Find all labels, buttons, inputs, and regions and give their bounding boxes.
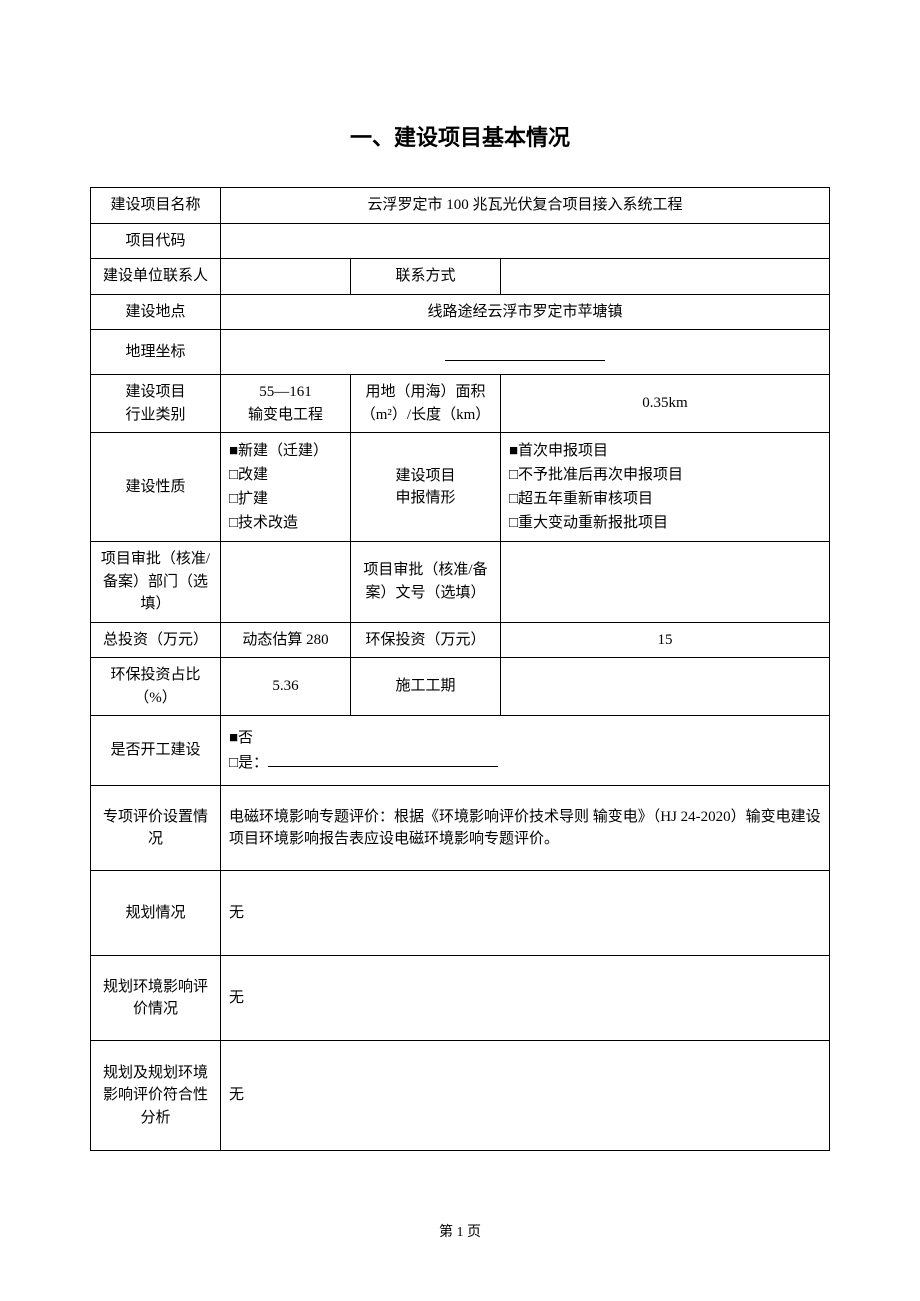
row-planning: 规划情况 无: [91, 871, 830, 956]
value-project-code: [221, 223, 830, 259]
label-construction-period: 施工工期: [351, 658, 501, 716]
declare-opt-over5: □超五年重新审核项目: [509, 487, 821, 511]
value-nature: ■新建（迁建） □改建 □扩建 □技术改造: [221, 433, 351, 542]
value-planning-compliance: 无: [221, 1041, 830, 1151]
nature-opt-tech: □技术改造: [229, 511, 342, 535]
row-project-code: 项目代码: [91, 223, 830, 259]
label-special-eval: 专项评价设置情况: [91, 786, 221, 871]
label-planning-compliance: 规划及规划环境影响评价符合性分析: [91, 1041, 221, 1151]
row-started: 是否开工建设 ■否 □是：: [91, 716, 830, 786]
value-industry: 55—161 输变电工程: [221, 375, 351, 433]
value-special-eval: 电磁环境影响专题评价：根据《环境影响评价技术导则 输变电》（HJ 24-2020…: [221, 786, 830, 871]
value-env-ratio: 5.36: [221, 658, 351, 716]
started-opt-no: ■否: [229, 727, 821, 750]
row-special-eval: 专项评价设置情况 电磁环境影响专题评价：根据《环境影响评价技术导则 输变电》（H…: [91, 786, 830, 871]
row-industry: 建设项目 行业类别 55—161 输变电工程 用地（用海）面积（m²）/长度（k…: [91, 375, 830, 433]
label-contact-person: 建设单位联系人: [91, 259, 221, 295]
declare-opt-major: □重大变动重新报批项目: [509, 511, 821, 535]
label-planning-env: 规划环境影响评价情况: [91, 956, 221, 1041]
value-planning: 无: [221, 871, 830, 956]
label-started: 是否开工建设: [91, 716, 221, 786]
value-project-name: 云浮罗定市 100 兆瓦光伏复合项目接入系统工程: [221, 188, 830, 224]
value-contact-person: [221, 259, 351, 295]
started-opt-yes: □是：: [229, 755, 268, 771]
declare-opt-rejected: □不予批准后再次申报项目: [509, 463, 821, 487]
value-started: ■否 □是：: [221, 716, 830, 786]
value-declare: ■首次申报项目 □不予批准后再次申报项目 □超五年重新审核项目 □重大变动重新报…: [501, 433, 830, 542]
value-land-area: 0.35km: [501, 375, 830, 433]
label-project-code: 项目代码: [91, 223, 221, 259]
label-approval-no: 项目审批（核准/备案）文号（选填）: [351, 542, 501, 623]
nature-opt-new: ■新建（迁建）: [229, 439, 342, 463]
value-total-invest: 动态估算 280: [221, 622, 351, 658]
value-env-invest: 15: [501, 622, 830, 658]
label-industry: 建设项目 行业类别: [91, 375, 221, 433]
value-planning-env: 无: [221, 956, 830, 1041]
row-env-ratio: 环保投资占比（%） 5.36 施工工期: [91, 658, 830, 716]
value-geo-coord: [221, 330, 830, 375]
row-planning-compliance: 规划及规划环境影响评价符合性分析 无: [91, 1041, 830, 1151]
row-contact: 建设单位联系人 联系方式: [91, 259, 830, 295]
label-planning: 规划情况: [91, 871, 221, 956]
row-planning-env: 规划环境影响评价情况 无: [91, 956, 830, 1041]
label-approval-dept: 项目审批（核准/备案）部门（选填）: [91, 542, 221, 623]
row-investment: 总投资（万元） 动态估算 280 环保投资（万元） 15: [91, 622, 830, 658]
value-construction-period: [501, 658, 830, 716]
project-info-table: 建设项目名称 云浮罗定市 100 兆瓦光伏复合项目接入系统工程 项目代码 建设单…: [90, 187, 830, 1151]
started-yes-blank: [268, 749, 498, 767]
label-project-name: 建设项目名称: [91, 188, 221, 224]
label-env-ratio: 环保投资占比（%）: [91, 658, 221, 716]
page-title: 一、建设项目基本情况: [90, 120, 830, 152]
label-land-area: 用地（用海）面积（m²）/长度（km）: [351, 375, 501, 433]
label-nature: 建设性质: [91, 433, 221, 542]
value-approval-dept: [221, 542, 351, 623]
label-declare: 建设项目 申报情形: [351, 433, 501, 542]
value-contact-method: [501, 259, 830, 295]
value-location: 线路途经云浮市罗定市苹塘镇: [221, 294, 830, 330]
row-approval: 项目审批（核准/备案）部门（选填） 项目审批（核准/备案）文号（选填）: [91, 542, 830, 623]
started-opt-yes-wrapper: □是：: [229, 749, 821, 775]
page-footer: 第 1 页: [0, 1221, 920, 1241]
label-total-invest: 总投资（万元）: [91, 622, 221, 658]
row-project-name: 建设项目名称 云浮罗定市 100 兆瓦光伏复合项目接入系统工程: [91, 188, 830, 224]
row-nature: 建设性质 ■新建（迁建） □改建 □扩建 □技术改造 建设项目 申报情形 ■首次…: [91, 433, 830, 542]
label-geo-coord: 地理坐标: [91, 330, 221, 375]
nature-opt-expand: □扩建: [229, 487, 342, 511]
nature-opt-renovate: □改建: [229, 463, 342, 487]
geo-coord-blank: [445, 343, 605, 361]
row-geo-coord: 地理坐标: [91, 330, 830, 375]
value-approval-no: [501, 542, 830, 623]
row-location: 建设地点 线路途经云浮市罗定市苹塘镇: [91, 294, 830, 330]
label-env-invest: 环保投资（万元）: [351, 622, 501, 658]
declare-opt-first: ■首次申报项目: [509, 439, 821, 463]
label-contact-method: 联系方式: [351, 259, 501, 295]
label-location: 建设地点: [91, 294, 221, 330]
